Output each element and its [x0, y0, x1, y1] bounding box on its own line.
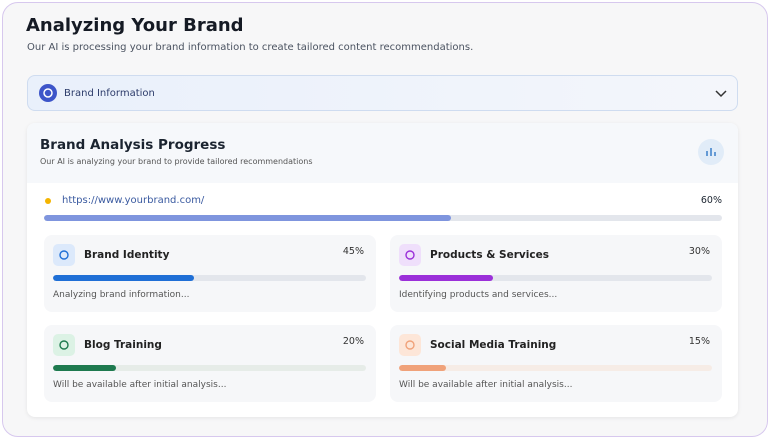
task-percent: 15%	[688, 336, 710, 347]
task-card: Social Media Training 15% Will be availabl…	[390, 325, 722, 402]
task-bar	[399, 365, 446, 371]
task-track	[53, 365, 366, 371]
task-name: Brand Identity	[84, 249, 170, 261]
task-name: Social Media Training	[430, 339, 557, 351]
progress-card: Brand Analysis Progress Our AI is analyz…	[27, 123, 738, 417]
task-bar	[53, 365, 116, 371]
task-card: Blog Training 20% Will be available after …	[44, 325, 376, 402]
icon-glyph	[59, 250, 69, 260]
task-icon	[399, 334, 421, 356]
task-status: Will be available after initial analysis…	[399, 380, 573, 390]
task-icon	[399, 244, 421, 266]
icon-glyph	[59, 340, 69, 350]
task-name: Products & Services	[430, 249, 549, 261]
brand-info-label: Brand Information	[64, 88, 155, 99]
card-header	[27, 123, 738, 183]
overall-track	[44, 215, 722, 221]
task-track	[399, 365, 712, 371]
task-status: Identifying products and services...	[399, 290, 558, 300]
task-percent: 45%	[342, 246, 364, 257]
task-status: Will be available after initial analysis…	[53, 380, 227, 390]
chart-button[interactable]	[698, 139, 724, 165]
overall-bar	[44, 215, 451, 221]
task-status: Analyzing brand information...	[53, 290, 190, 300]
task-percent: 20%	[342, 336, 364, 347]
task-icon	[53, 334, 75, 356]
icon-glyph	[405, 340, 415, 350]
task-card: Products & Services 30% Identifying produc…	[390, 235, 722, 312]
chart-icon	[706, 148, 716, 156]
card-title: Brand Analysis Progress	[40, 137, 226, 153]
subtitle: Our AI is processing your brand informat…	[27, 42, 474, 53]
overall-percent: 60%	[700, 195, 722, 206]
title: Analyzing Your Brand	[26, 15, 244, 36]
task-bar	[399, 275, 493, 281]
card-subtitle: Our AI is analyzing your brand to provid…	[40, 157, 313, 166]
icon-glyph	[405, 250, 415, 260]
task-bar	[53, 275, 194, 281]
status-dot	[45, 198, 51, 204]
url: https://www.yourbrand.com/	[62, 195, 205, 206]
task-icon	[53, 244, 75, 266]
task-percent: 30%	[688, 246, 710, 257]
chevron	[715, 90, 727, 98]
task-card: Brand Identity 45% Analyzing brand informa…	[44, 235, 376, 312]
task-track	[399, 275, 712, 281]
brand-info-toggle[interactable]: Brand Information	[27, 75, 738, 111]
task-name: Blog Training	[84, 339, 162, 351]
brand-icon	[39, 84, 57, 102]
task-track	[53, 275, 366, 281]
